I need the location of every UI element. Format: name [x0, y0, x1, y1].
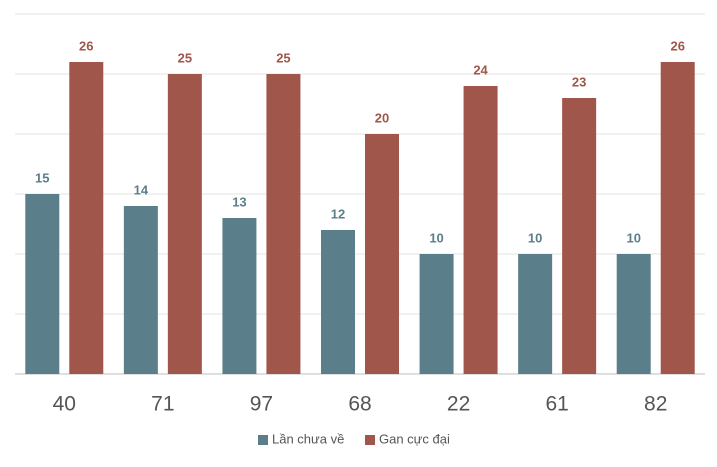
value-label: 26	[670, 38, 684, 53]
value-label: 15	[35, 170, 49, 185]
x-tick-label: 22	[447, 393, 470, 416]
bar	[321, 230, 355, 374]
x-tick-label: 68	[348, 393, 371, 416]
x-tick-label: 40	[53, 393, 76, 416]
legend-swatch	[258, 435, 268, 445]
bar	[463, 86, 498, 374]
bar	[25, 194, 60, 374]
bar	[167, 74, 202, 374]
value-label: 24	[473, 62, 488, 77]
bar	[123, 206, 158, 374]
bar	[365, 134, 399, 374]
bar	[518, 254, 553, 374]
value-label: 25	[178, 50, 192, 65]
value-label: 20	[375, 110, 389, 125]
bar	[266, 74, 301, 374]
value-label: 10	[626, 230, 640, 245]
x-tick-label: 82	[644, 393, 667, 416]
bar	[562, 98, 597, 374]
value-label: 10	[528, 230, 542, 245]
value-label: 25	[276, 50, 290, 65]
value-label: 13	[232, 194, 246, 209]
value-label: 12	[331, 206, 345, 221]
legend-label: Lần chưa về	[272, 431, 344, 446]
value-label: 23	[572, 74, 586, 89]
x-tick-label: 71	[151, 393, 174, 416]
bar	[419, 254, 454, 374]
value-label: 26	[79, 38, 93, 53]
x-tick-label: 97	[250, 393, 273, 416]
bar	[222, 218, 257, 374]
bar	[616, 254, 651, 374]
legend-swatch	[365, 435, 375, 445]
legend-label: Gan cực đại	[379, 431, 450, 446]
value-label: 10	[429, 230, 443, 245]
x-tick-label: 61	[545, 393, 568, 416]
bar	[660, 62, 695, 374]
value-label: 14	[134, 182, 149, 197]
bar	[69, 62, 104, 374]
